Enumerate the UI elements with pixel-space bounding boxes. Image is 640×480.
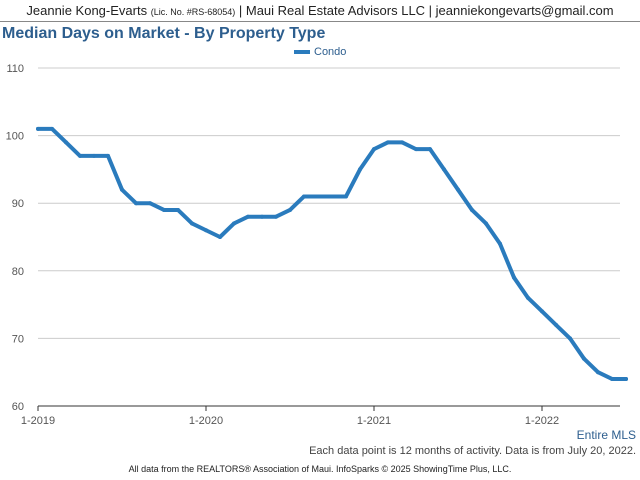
data-point <box>344 194 348 199</box>
chart-title: Median Days on Market - By Property Type <box>2 25 326 42</box>
data-point <box>456 187 460 192</box>
data-point <box>218 235 222 239</box>
data-point <box>302 194 306 199</box>
data-point <box>246 214 250 219</box>
license-number: (Lic. No. #RS-68054) <box>150 7 236 17</box>
data-point <box>442 167 446 172</box>
data-point <box>624 376 628 381</box>
data-point <box>134 201 138 206</box>
data-point <box>92 153 96 158</box>
y-tick-label: 60 <box>12 401 24 413</box>
data-point <box>470 207 474 212</box>
data-point <box>204 228 208 233</box>
data-point <box>190 221 194 226</box>
data-point <box>162 207 166 212</box>
x-tick-label: 1-2021 <box>357 415 391 427</box>
data-point <box>50 126 54 131</box>
data-point <box>484 221 488 226</box>
data-point <box>176 207 180 212</box>
data-point <box>414 147 418 152</box>
data-point <box>316 194 320 199</box>
data-point <box>330 194 334 199</box>
y-tick-label: 110 <box>6 63 24 75</box>
data-point <box>400 140 404 145</box>
data-point <box>36 126 40 131</box>
y-tick-label: 90 <box>12 198 24 210</box>
y-tick-label: 70 <box>12 333 24 345</box>
data-point <box>78 153 82 158</box>
data-point <box>358 167 362 172</box>
data-point <box>596 370 600 375</box>
legend-label-condo: Condo <box>314 46 347 58</box>
data-note: Each data point is 12 months of activity… <box>309 445 636 457</box>
scope-label[interactable]: Entire MLS <box>576 428 636 442</box>
data-point <box>386 140 390 145</box>
data-point <box>512 275 516 280</box>
x-tick-label: 1-2020 <box>189 415 223 427</box>
series-line-condo <box>36 126 628 381</box>
agent-header: Jeannie Kong-Evarts (Lic. No. #RS-68054)… <box>0 0 640 22</box>
agent-name: Jeannie Kong-Evarts <box>26 3 148 18</box>
y-tick-label: 80 <box>12 266 24 278</box>
x-tick-label: 1-2022 <box>525 415 559 427</box>
data-point <box>120 187 124 192</box>
data-point <box>106 153 110 158</box>
data-point <box>260 214 264 219</box>
footer-attribution: All data from the REALTORS® Association … <box>128 464 512 474</box>
data-point <box>582 356 586 361</box>
data-point <box>148 201 152 206</box>
legend-swatch-condo <box>294 50 310 54</box>
data-point <box>372 147 376 152</box>
data-point <box>288 207 292 212</box>
data-point <box>526 295 530 300</box>
data-point <box>428 147 432 152</box>
data-point <box>554 322 558 327</box>
data-point <box>274 214 278 219</box>
data-point <box>610 376 614 381</box>
data-point <box>540 309 544 314</box>
y-tick-label: 100 <box>6 131 24 143</box>
data-point <box>568 336 572 341</box>
x-tick-label: 1-2019 <box>21 415 55 427</box>
data-point <box>64 140 68 145</box>
data-point <box>498 241 502 246</box>
brokerage-and-email: | Maui Real Estate Advisors LLC | jeanni… <box>238 3 614 18</box>
data-point <box>232 221 236 226</box>
chart-legend: Condo <box>294 46 346 58</box>
